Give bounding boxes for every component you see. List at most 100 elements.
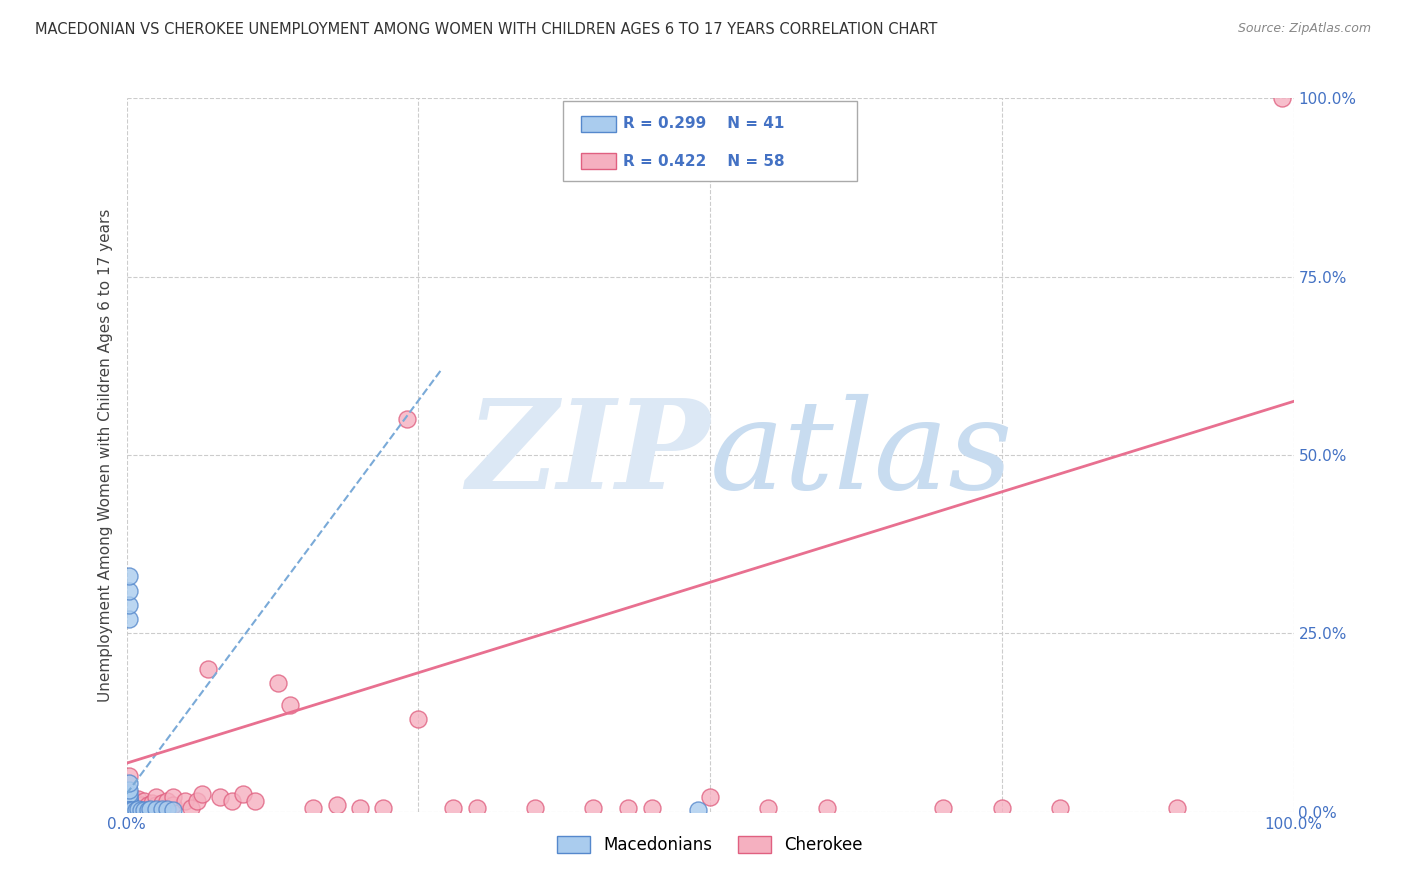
Cherokee <box>150 801 173 815</box>
Macedonians <box>139 802 162 816</box>
Macedonians <box>118 802 141 816</box>
Macedonians <box>118 803 141 817</box>
Cherokee <box>145 790 167 805</box>
Cherokee <box>145 797 167 812</box>
Cherokee <box>523 801 546 815</box>
Cherokee <box>617 801 640 815</box>
Cherokee <box>221 794 243 808</box>
Macedonians <box>118 803 141 817</box>
Macedonians <box>118 795 141 809</box>
Macedonians <box>118 776 141 790</box>
Macedonians <box>118 792 141 806</box>
Cherokee <box>141 796 163 810</box>
Cherokee <box>162 790 184 805</box>
Cherokee <box>582 801 605 815</box>
Cherokee <box>208 790 231 805</box>
Text: ZIP: ZIP <box>467 394 710 516</box>
Cherokee <box>174 794 197 808</box>
Cherokee <box>349 801 371 815</box>
Macedonians <box>688 803 710 817</box>
Macedonians <box>118 803 141 817</box>
Macedonians <box>118 803 141 817</box>
Macedonians <box>118 598 141 612</box>
Cherokee <box>118 799 141 814</box>
Text: R = 0.299    N = 41: R = 0.299 N = 41 <box>623 117 785 131</box>
Cherokee <box>118 801 141 815</box>
Cherokee <box>325 797 347 812</box>
Macedonians <box>118 783 141 797</box>
Cherokee <box>990 801 1012 815</box>
Macedonians <box>127 802 149 816</box>
Macedonians <box>156 802 179 816</box>
Macedonians <box>118 612 141 626</box>
Cherokee <box>932 801 955 815</box>
Legend: Macedonians, Cherokee: Macedonians, Cherokee <box>550 829 870 861</box>
Macedonians <box>125 803 148 817</box>
Cherokee <box>1166 801 1188 815</box>
Macedonians <box>118 803 141 817</box>
Cherokee <box>129 797 152 812</box>
Macedonians <box>118 583 141 598</box>
Macedonians <box>118 790 141 805</box>
Macedonians <box>162 803 184 817</box>
Macedonians <box>118 801 141 815</box>
Cherokee <box>118 802 141 816</box>
Text: atlas: atlas <box>710 394 1014 516</box>
Cherokee <box>465 801 488 815</box>
Macedonians <box>136 803 159 817</box>
Text: Source: ZipAtlas.com: Source: ZipAtlas.com <box>1237 22 1371 36</box>
Macedonians <box>118 803 141 817</box>
Macedonians <box>118 797 141 812</box>
Cherokee <box>408 712 430 726</box>
Cherokee <box>756 801 779 815</box>
Cherokee <box>150 796 173 810</box>
Macedonians <box>118 793 141 807</box>
Macedonians <box>129 803 152 817</box>
Cherokee <box>139 801 162 815</box>
Macedonians <box>150 802 173 816</box>
Cherokee <box>127 792 149 806</box>
Macedonians <box>118 799 141 814</box>
Cherokee <box>1271 91 1294 105</box>
Cherokee <box>441 801 464 815</box>
Cherokee <box>132 794 155 808</box>
Macedonians <box>118 798 141 813</box>
Cherokee <box>232 787 254 801</box>
Cherokee <box>121 790 143 805</box>
Cherokee <box>118 769 141 783</box>
Cherokee <box>186 794 208 808</box>
Cherokee <box>118 790 141 805</box>
Macedonians <box>118 803 141 817</box>
Cherokee <box>815 801 838 815</box>
Macedonians <box>118 799 141 814</box>
Cherokee <box>243 794 266 808</box>
Cherokee <box>121 797 143 812</box>
Cherokee <box>118 803 141 817</box>
Cherokee <box>267 676 290 690</box>
Cherokee <box>125 796 148 810</box>
Cherokee <box>278 698 301 712</box>
Cherokee <box>118 794 141 808</box>
Cherokee <box>373 801 395 815</box>
Cherokee <box>302 801 325 815</box>
Cherokee <box>118 797 141 812</box>
Cherokee <box>191 787 214 801</box>
Cherokee <box>641 801 664 815</box>
Cherokee <box>156 794 179 808</box>
Text: MACEDONIAN VS CHEROKEE UNEMPLOYMENT AMONG WOMEN WITH CHILDREN AGES 6 TO 17 YEARS: MACEDONIAN VS CHEROKEE UNEMPLOYMENT AMON… <box>35 22 938 37</box>
Macedonians <box>121 803 143 817</box>
Text: R = 0.422    N = 58: R = 0.422 N = 58 <box>623 154 785 169</box>
Macedonians <box>118 800 141 814</box>
Macedonians <box>118 787 141 801</box>
Cherokee <box>162 797 184 812</box>
Cherokee <box>136 797 159 812</box>
Cherokee <box>1049 801 1071 815</box>
Cherokee <box>197 662 219 676</box>
Macedonians <box>118 569 141 583</box>
Macedonians <box>118 796 141 810</box>
Macedonians <box>145 802 167 816</box>
Macedonians <box>132 803 155 817</box>
Y-axis label: Unemployment Among Women with Children Ages 6 to 17 years: Unemployment Among Women with Children A… <box>98 208 114 702</box>
Cherokee <box>395 412 418 426</box>
Macedonians <box>118 802 141 816</box>
